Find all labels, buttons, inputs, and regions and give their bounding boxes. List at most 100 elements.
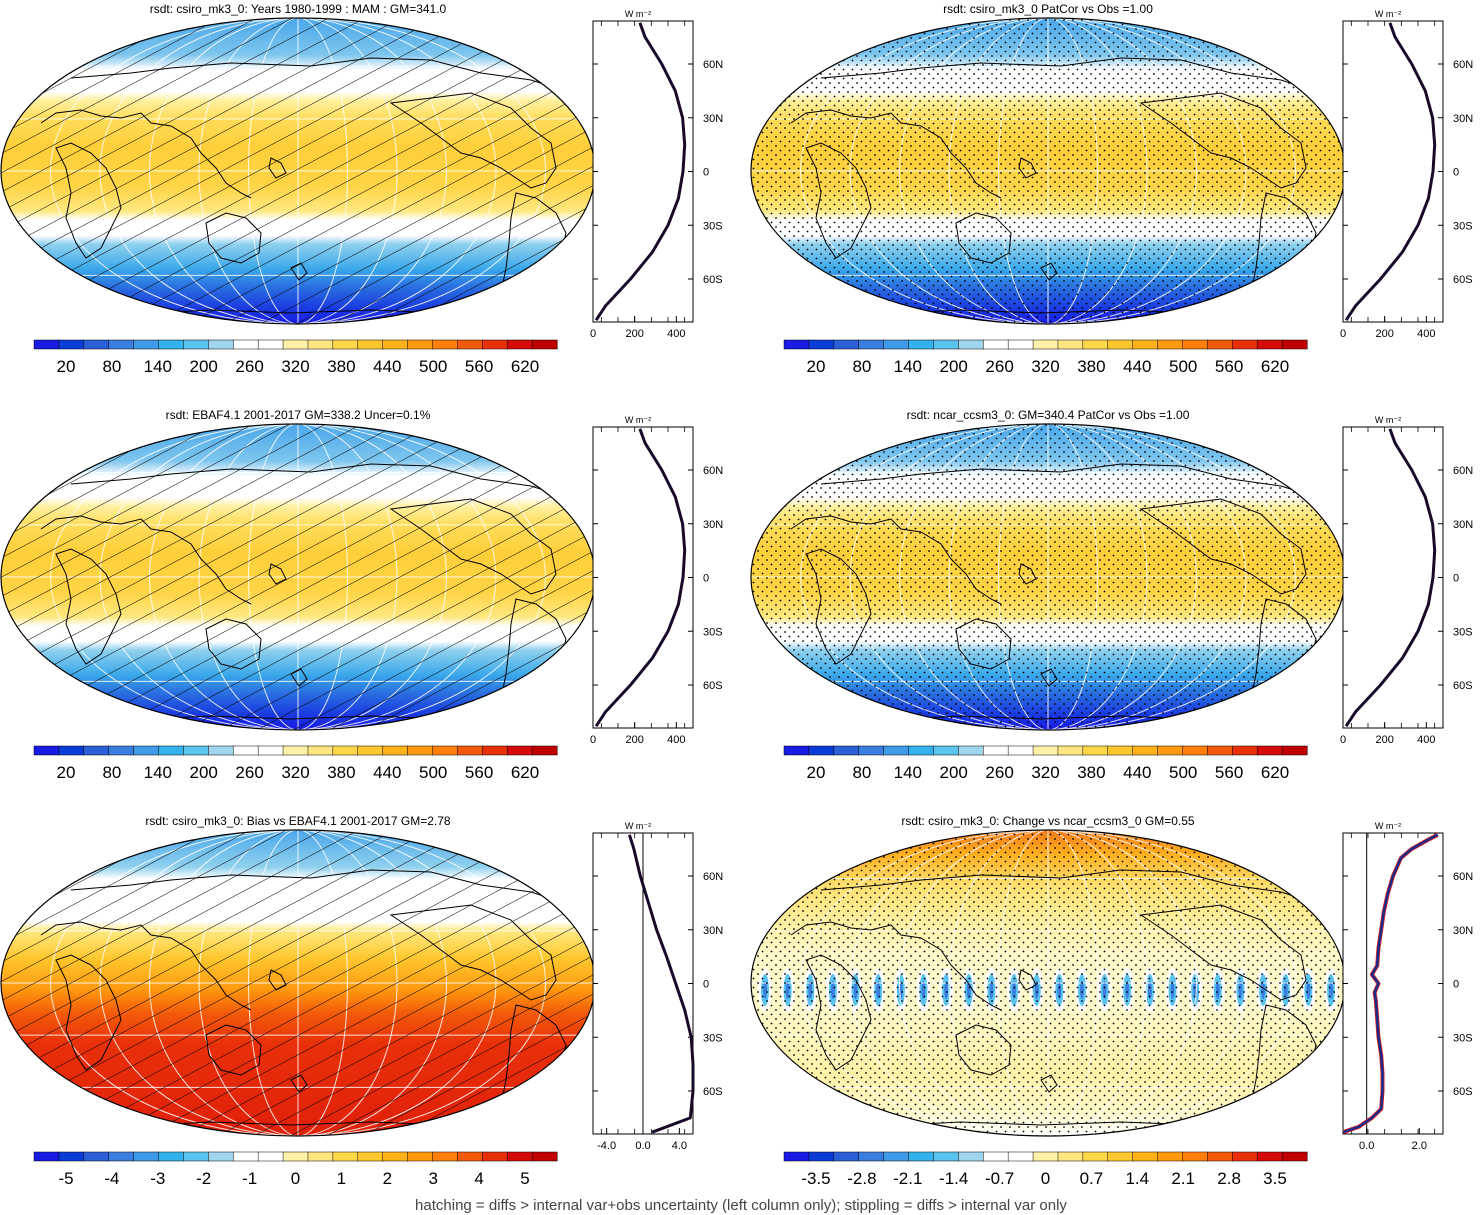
map-title: rsdt: EBAF4.1 2001-2017 GM=338.2 Uncer=0… bbox=[166, 408, 431, 422]
lat-tick-label: 60N bbox=[703, 465, 723, 477]
colorbar-box bbox=[1107, 339, 1134, 350]
colorbar-box bbox=[83, 1151, 110, 1162]
colorbar-tick-label: 1.4 bbox=[1125, 1169, 1149, 1188]
colorbar-box bbox=[183, 339, 209, 350]
colorbar-box bbox=[158, 1151, 184, 1162]
colorbar-box bbox=[257, 339, 284, 350]
map-title: rsdt: csiro_mk3_0: Change vs ncar_ccsm3_… bbox=[901, 814, 1194, 828]
colorbar-tick-label: -2.8 bbox=[847, 1169, 876, 1188]
colorbar-box bbox=[1157, 745, 1184, 756]
zonal-profile: W m⁻² 60N 30N 0 30S 60S -4.0 0.0 4.0 bbox=[592, 821, 723, 1152]
zonal-profile: W m⁻² 60N 30N 0 30S 60S 0 200 400 bbox=[1340, 415, 1473, 746]
colorbar-box bbox=[232, 745, 259, 756]
colorbar-tick-label: 320 bbox=[281, 763, 309, 782]
colorbar-tick-label: 5 bbox=[520, 1169, 529, 1188]
colorbar-box bbox=[958, 1151, 984, 1162]
colorbar-box bbox=[908, 1151, 934, 1162]
colorbar-box bbox=[1182, 745, 1208, 756]
zonal-profile: W m⁻² 60N 30N 0 30S 60S 0 200 400 bbox=[590, 9, 723, 340]
colorbar-box bbox=[783, 339, 810, 350]
colorbar-box bbox=[83, 745, 110, 756]
colorbar: 20 80 140 200 260 320 380 440 500 560 620 bbox=[33, 745, 558, 782]
colorbar-box bbox=[833, 339, 860, 350]
colorbar-box bbox=[133, 745, 160, 756]
colorbar-tick-label: 260 bbox=[235, 357, 263, 376]
lat-tick-label: 60S bbox=[1453, 1086, 1473, 1098]
colorbar-tick-label: 620 bbox=[1261, 763, 1289, 782]
colorbar-tick-label: -5 bbox=[58, 1169, 73, 1188]
colorbar-tick-label: 0 bbox=[1041, 1169, 1050, 1188]
map-title: rsdt: csiro_mk3_0: Bias vs EBAF4.1 2001-… bbox=[145, 814, 450, 828]
colorbar-tick-label: 620 bbox=[511, 763, 539, 782]
colorbar-box bbox=[357, 745, 384, 756]
map-area bbox=[1, 830, 595, 1136]
colorbar: 20 80 140 200 260 320 380 440 500 560 620 bbox=[783, 745, 1308, 782]
colorbar-box bbox=[357, 339, 384, 350]
colorbar-tick-label: 500 bbox=[419, 357, 447, 376]
colorbar-box bbox=[982, 339, 1009, 350]
panel-4: rsdt: ncar_ccsm3_0: GM=340.4 PatCor vs O… bbox=[750, 408, 1473, 782]
colorbar-box bbox=[232, 339, 259, 350]
x-tick-label: 400 bbox=[667, 734, 685, 746]
lat-tick-label: 30N bbox=[703, 113, 723, 125]
colorbar-box bbox=[958, 745, 984, 756]
colorbar-box bbox=[432, 745, 458, 756]
lat-tick-label: 0 bbox=[703, 167, 709, 179]
colorbar-box bbox=[83, 339, 110, 350]
lat-tick-label: 60S bbox=[1453, 680, 1473, 692]
hatching-overlay bbox=[1, 424, 595, 730]
colorbar-box bbox=[407, 745, 434, 756]
x-tick-label: 400 bbox=[1417, 328, 1435, 340]
colorbar-box bbox=[133, 339, 160, 350]
lat-tick-label: 0 bbox=[1453, 573, 1459, 585]
colorbar-box bbox=[382, 339, 409, 350]
colorbar-box bbox=[1182, 339, 1208, 350]
colorbar-box bbox=[1132, 745, 1159, 756]
colorbar-tick-label: 2 bbox=[383, 1169, 392, 1188]
colorbar-tick-label: 20 bbox=[807, 357, 826, 376]
x-tick-label: 0 bbox=[590, 328, 596, 340]
x-tick-label: 4.0 bbox=[672, 1140, 687, 1152]
colorbar-box bbox=[506, 745, 533, 756]
colorbar-box bbox=[33, 745, 60, 756]
lat-tick-label: 60S bbox=[1453, 274, 1473, 286]
colorbar-box bbox=[858, 1151, 885, 1162]
colorbar-tick-label: 140 bbox=[894, 763, 922, 782]
colorbar-box bbox=[883, 745, 910, 756]
colorbar-tick-label: 320 bbox=[1031, 357, 1059, 376]
colorbar-tick-label: 500 bbox=[419, 763, 447, 782]
colorbar-box bbox=[933, 1151, 959, 1162]
profile-unit-label: W m⁻² bbox=[1375, 821, 1401, 831]
colorbar-box bbox=[808, 745, 835, 756]
colorbar-box bbox=[1281, 339, 1308, 350]
colorbar-tick-label: 3 bbox=[428, 1169, 437, 1188]
x-tick-label: 200 bbox=[625, 328, 643, 340]
colorbar-box bbox=[1132, 339, 1159, 350]
colorbar-tick-label: 80 bbox=[102, 357, 121, 376]
colorbar-box bbox=[833, 745, 860, 756]
colorbar: 20 80 140 200 260 320 380 440 500 560 620 bbox=[33, 339, 558, 376]
colorbar: 20 80 140 200 260 320 380 440 500 560 620 bbox=[783, 339, 1308, 376]
colorbar-tick-label: 380 bbox=[1077, 357, 1105, 376]
colorbar-tick-label: 140 bbox=[894, 357, 922, 376]
colorbar-tick-label: 380 bbox=[1077, 763, 1105, 782]
colorbar-box bbox=[1157, 1151, 1184, 1162]
lat-tick-label: 30S bbox=[703, 626, 723, 638]
profile-frame bbox=[592, 20, 694, 323]
colorbar-tick-label: 380 bbox=[327, 357, 355, 376]
x-tick-label: 0 bbox=[1340, 734, 1346, 746]
lat-tick-label: 0 bbox=[703, 573, 709, 585]
colorbar-box bbox=[357, 1151, 384, 1162]
stippling-overlay bbox=[751, 424, 1345, 730]
hatching-overlay bbox=[1, 18, 595, 324]
colorbar-box bbox=[1107, 1151, 1134, 1162]
colorbar-box bbox=[457, 1151, 483, 1162]
colorbar-box bbox=[1232, 745, 1258, 756]
map-title: rsdt: ncar_ccsm3_0: GM=340.4 PatCor vs O… bbox=[907, 408, 1190, 422]
colorbar-box bbox=[1032, 745, 1059, 756]
x-tick-label: 400 bbox=[1417, 734, 1435, 746]
colorbar-tick-label: 20 bbox=[57, 763, 76, 782]
colorbar-box bbox=[432, 1151, 458, 1162]
stippling-overlay bbox=[751, 18, 1345, 324]
colorbar-tick-label: 140 bbox=[144, 763, 172, 782]
